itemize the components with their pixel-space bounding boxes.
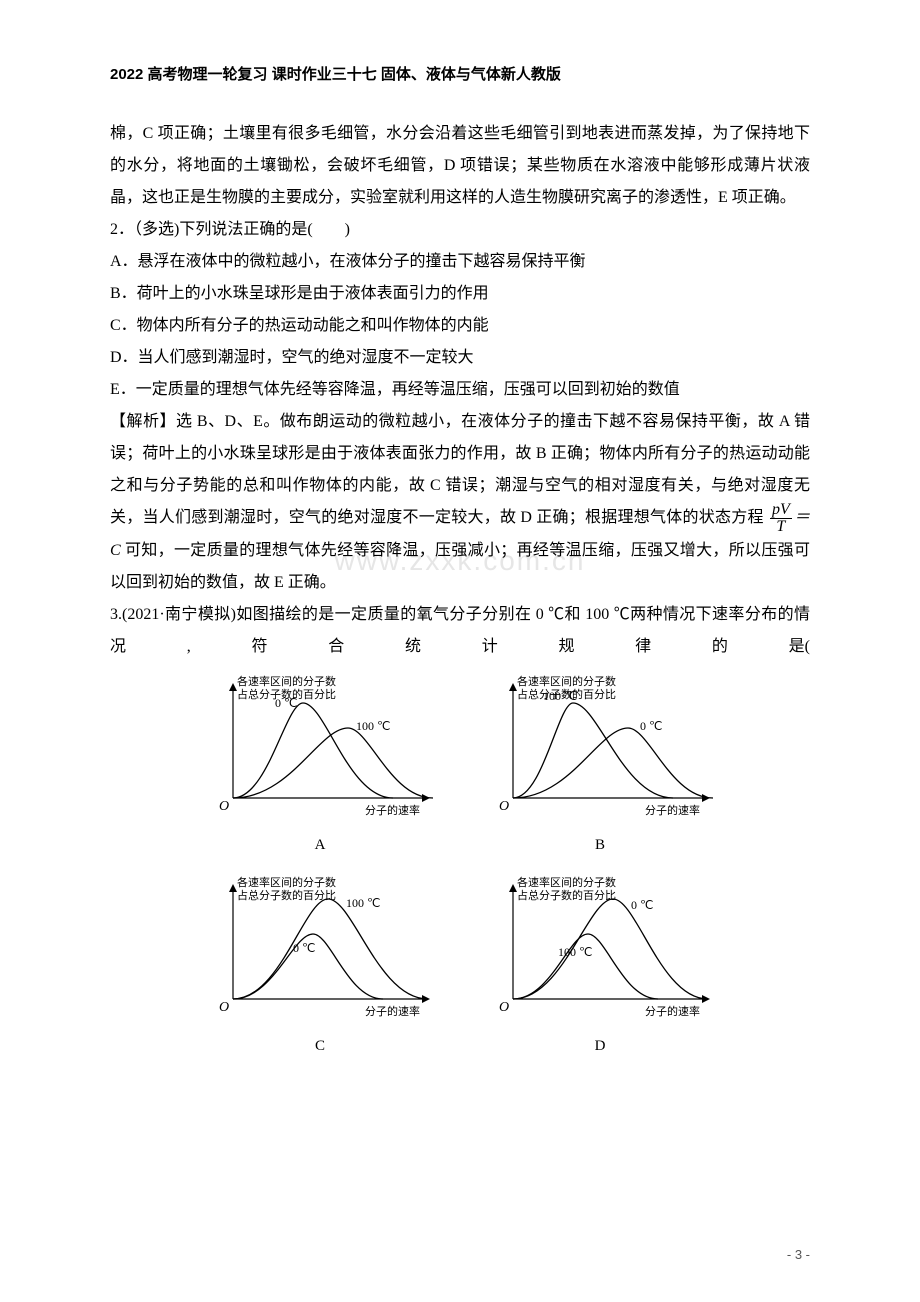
chart-d-label: D xyxy=(595,1031,606,1061)
q3-paren: ( xyxy=(805,631,810,663)
question-2-option-c: C．物体内所有分子的热运动动能之和叫作物体的内能 xyxy=(110,310,810,342)
svg-text:占总分子数的百分比: 占总分子数的百分比 xyxy=(237,888,336,902)
chart-c-svg-slot: 各速率区间的分子数 占总分子数的百分比 分子的速率 O 100 ℃ 0 ℃ xyxy=(205,874,435,1029)
fraction-numerator: pV xyxy=(770,502,792,519)
svg-text:0 ℃: 0 ℃ xyxy=(275,696,297,710)
svg-text:占总分子数的百分比: 占总分子数的百分比 xyxy=(517,888,616,902)
svg-text:100 ℃: 100 ℃ xyxy=(543,689,577,703)
svg-text:各速率区间的分子数: 各速率区间的分子数 xyxy=(517,674,616,688)
chart-a: 各速率区间的分子数 占总分子数的百分比 分子的速率 O 0 ℃100 ℃ A xyxy=(200,673,440,860)
question-2-option-a: A．悬浮在液体中的微粒越小，在液体分子的撞击下越容易保持平衡 xyxy=(110,246,810,278)
document-page: 2022 高考物理一轮复习 课时作业三十七 固体、液体与气体新人教版 棉，C 项… xyxy=(0,0,920,1101)
chart-a-svg-slot: 各速率区间的分子数 占总分子数的百分比 分子的速率 O 0 ℃100 ℃ xyxy=(205,673,435,828)
page-header: 2022 高考物理一轮复习 课时作业三十七 固体、液体与气体新人教版 xyxy=(110,60,810,90)
paragraph-solution-1: 棉，C 项正确；土壤里有很多毛细管，水分会沿着这些毛细管引到地表进而蒸发掉，为了… xyxy=(110,118,810,214)
question-2-option-d: D．当人们感到潮湿时，空气的绝对湿度不一定较大 xyxy=(110,342,810,374)
chart-a-label: A xyxy=(315,830,326,860)
question-2-option-e: E．一定质量的理想气体先经等容降温，再经等温压缩，压强可以回到初始的数值 xyxy=(110,374,810,406)
chart-c: 各速率区间的分子数 占总分子数的百分比 分子的速率 O 100 ℃ 0 ℃ C xyxy=(200,874,440,1061)
svg-text:分子的速率: 分子的速率 xyxy=(365,803,420,817)
chart-c-label: C xyxy=(315,1031,325,1061)
chart-b-svg-slot: 各速率区间的分子数 占总分子数的百分比 分子的速率 O 100 ℃0 ℃ xyxy=(485,673,715,828)
fraction-pvt: pV T xyxy=(770,502,792,535)
page-number: - 3 - xyxy=(787,1247,810,1262)
svg-text:0 ℃: 0 ℃ xyxy=(640,719,662,733)
fraction-denominator: T xyxy=(770,519,792,535)
svg-text:100 ℃: 100 ℃ xyxy=(346,896,380,910)
chart-b: 各速率区间的分子数 占总分子数的百分比 分子的速率 O 100 ℃0 ℃ B xyxy=(480,673,720,860)
svg-text:0 ℃: 0 ℃ xyxy=(631,898,653,912)
svg-text:O: O xyxy=(219,799,229,814)
svg-text:各速率区间的分子数: 各速率区间的分子数 xyxy=(517,875,616,889)
svg-text:100 ℃: 100 ℃ xyxy=(356,719,390,733)
question-2-option-b: B．荷叶上的小水珠呈球形是由于液体表面引力的作用 xyxy=(110,278,810,310)
svg-text:各速率区间的分子数: 各速率区间的分子数 xyxy=(237,674,336,688)
svg-text:各速率区间的分子数: 各速率区间的分子数 xyxy=(237,875,336,889)
sol2-post: 可知，一定质量的理想气体先经等容降温，压强减小；再经等温压缩，压强又增大，所以压… xyxy=(110,542,810,591)
svg-text:100 ℃: 100 ℃ xyxy=(558,945,592,959)
svg-text:0 ℃: 0 ℃ xyxy=(293,941,315,955)
q3-text: 3.(2021·南宁模拟)如图描绘的是一定质量的氧气分子分别在 0 ℃和 100… xyxy=(110,606,810,655)
question-3-stem: 3.(2021·南宁模拟)如图描绘的是一定质量的氧气分子分别在 0 ℃和 100… xyxy=(110,599,810,663)
sol2-pre: 【解析】选 B、D、E。做布朗运动的微粒越小，在液体分子的撞击下越不容易保持平衡… xyxy=(110,413,810,526)
chart-b-label: B xyxy=(595,830,605,860)
svg-text:分子的速率: 分子的速率 xyxy=(645,803,700,817)
svg-text:分子的速率: 分子的速率 xyxy=(365,1004,420,1018)
svg-text:O: O xyxy=(499,799,509,814)
svg-text:O: O xyxy=(499,1000,509,1015)
svg-text:O: O xyxy=(219,1000,229,1015)
chart-d-svg-slot: 各速率区间的分子数 占总分子数的百分比 分子的速率 O 0 ℃ 100 ℃ xyxy=(485,874,715,1029)
question-2-solution: 【解析】选 B、D、E。做布朗运动的微粒越小，在液体分子的撞击下越不容易保持平衡… xyxy=(110,406,810,599)
question-2-stem: 2．（多选)下列说法正确的是( ) xyxy=(110,214,810,246)
charts-grid: 各速率区间的分子数 占总分子数的百分比 分子的速率 O 0 ℃ 100 ℃ A 各… xyxy=(200,673,720,1061)
chart-d: 各速率区间的分子数 占总分子数的百分比 分子的速率 O 0 ℃ 100 ℃ D xyxy=(480,874,720,1061)
svg-text:分子的速率: 分子的速率 xyxy=(645,1004,700,1018)
